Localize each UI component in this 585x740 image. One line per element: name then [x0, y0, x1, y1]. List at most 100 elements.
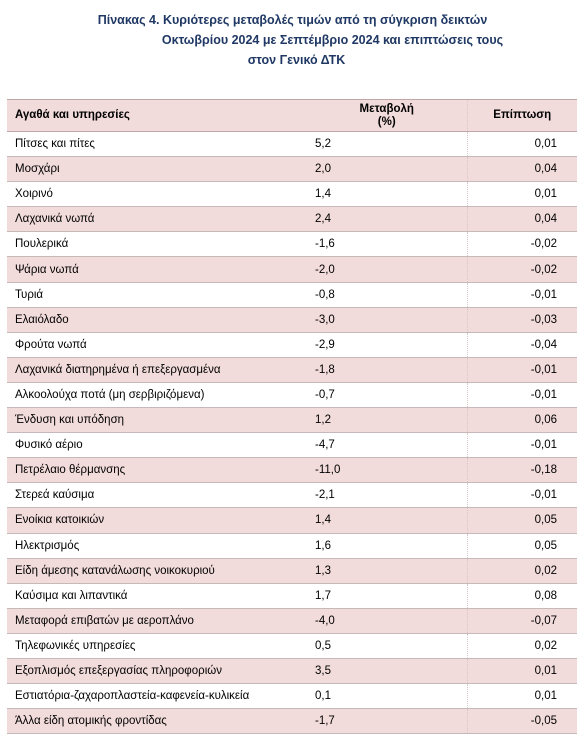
cell-item: Πετρέλαιο θέρμανσης — [7, 457, 307, 484]
cell-item: Αλκοολούχα ποτά (μη σερβιριζόμενα) — [7, 382, 307, 409]
table-row: Λαχανικά νωπά 2,4 0,04 — [7, 206, 577, 233]
cell-item: Πίτσες και πίτες — [7, 131, 307, 158]
cell-impact: 0,04 — [467, 156, 577, 183]
cell-impact: 0,05 — [467, 533, 577, 559]
cell-change: 5,2 — [307, 131, 468, 158]
cell-item: Φυσικό αέριο — [7, 432, 307, 459]
cell-item: Ενοίκια κατοικιών — [7, 507, 307, 534]
cell-impact: 0,01 — [467, 181, 577, 208]
table-row: Εξοπλισμός επεξεργασίας πληροφοριών 3,5 0,… — [7, 658, 577, 685]
header-change-unit: (%) — [377, 115, 396, 128]
cell-change: 2,4 — [307, 206, 468, 233]
cell-impact: -0,01 — [467, 482, 577, 509]
cell-impact: 0,08 — [467, 583, 577, 609]
cell-impact: 0,02 — [467, 558, 577, 584]
cell-change: 1,2 — [307, 407, 468, 434]
cell-change: 1,4 — [307, 181, 468, 208]
cell-impact: -0,04 — [467, 332, 577, 358]
cell-impact: -0,02 — [467, 256, 577, 283]
cell-change: -0,8 — [307, 282, 468, 308]
cell-item: Πουλερικά — [7, 231, 307, 258]
cell-item: Εξοπλισμός επεξεργασίας πληροφοριών — [7, 658, 307, 685]
cell-item: Ελαιόλαδο — [7, 307, 307, 333]
cell-item: Εστιατόρια-ζαχαροπλαστεία-καφενεία-κυλικ… — [7, 683, 307, 710]
cell-impact: 0,01 — [467, 683, 577, 710]
cell-change: -4,0 — [307, 608, 468, 634]
cell-item: Ψάρια νωπά — [7, 256, 307, 283]
table-row: Πίτσες και πίτες 5,2 0,01 — [7, 131, 577, 158]
cell-change: -11,0 — [307, 457, 468, 484]
cell-item: Λαχανικά νωπά — [7, 206, 307, 233]
header-change-label: Μεταβολή — [359, 102, 414, 115]
table-title: Πίνακας 4. Κυριότερες μεταβολές τιμών απ… — [0, 10, 585, 70]
table-row: Φυσικό αέριο -4,7 -0,01 — [7, 432, 577, 459]
cell-item: Τηλεφωνικές υπηρεσίες — [7, 633, 307, 659]
cell-change: -1,8 — [307, 357, 468, 383]
table-body: Πίτσες και πίτες 5,2 0,01 Μοσχάρι 2,0 0,04 Χοι… — [7, 131, 577, 735]
cell-change: 0,5 — [307, 633, 468, 659]
table-row: Μοσχάρι 2,0 0,04 — [7, 156, 577, 183]
cell-item: Μοσχάρι — [7, 156, 307, 183]
cell-change: -2,9 — [307, 332, 468, 358]
cell-change: 2,0 — [307, 156, 468, 183]
cell-impact: 0,06 — [467, 407, 577, 434]
table-row: Ηλεκτρισμός 1,6 0,05 — [7, 533, 577, 559]
table-row: Είδη άμεσης κατανάλωσης νοικοκυριού 1,3 0,… — [7, 558, 577, 584]
cell-change: -1,6 — [307, 231, 468, 258]
cell-item: Ένδυση και υπόδηση — [7, 407, 307, 434]
cell-item: Χοιρινό — [7, 181, 307, 208]
cell-change: 0,1 — [307, 683, 468, 710]
table-row: Καύσιμα και λιπαντικά 1,7 0,08 — [7, 583, 577, 609]
cell-change: -4,7 — [307, 432, 468, 459]
cell-impact: 0,04 — [467, 206, 577, 233]
cell-change: 1,6 — [307, 533, 468, 559]
cell-item: Λαχανικά διατηρημένα ή επεξεργασμένα — [7, 357, 307, 383]
cell-change: 1,7 — [307, 583, 468, 609]
table-row: Μεταφορά επιβατών με αεροπλάνο -4,0 -0,07 — [7, 608, 577, 634]
cell-change: -2,0 — [307, 256, 468, 283]
table-row: Τυριά -0,8 -0,01 — [7, 282, 577, 308]
table-row: Λαχανικά διατηρημένα ή επεξεργασμένα -1,8… — [7, 357, 577, 383]
cell-impact: 0,05 — [467, 507, 577, 534]
cell-item: Στερεά καύσιμα — [7, 482, 307, 509]
cell-item: Φρούτα νωπά — [7, 332, 307, 358]
cell-impact: -0,01 — [467, 432, 577, 459]
cell-item: Ηλεκτρισμός — [7, 533, 307, 559]
cell-impact: 0,02 — [467, 633, 577, 659]
cell-impact: -0,07 — [467, 608, 577, 634]
cell-impact: -0,01 — [467, 382, 577, 409]
cell-impact: -0,05 — [467, 708, 577, 735]
table-header-row: Αγαθά και υπηρεσίες Μεταβολή (%) Επίπτωσ… — [7, 99, 577, 132]
cell-change: -2,1 — [307, 482, 468, 509]
table-row: Στερεά καύσιμα -2,1 -0,01 — [7, 482, 577, 509]
header-goods-services: Αγαθά και υπηρεσίες — [7, 99, 307, 132]
table-row: Αλκοολούχα ποτά (μη σερβιριζόμενα) -0,7 -0… — [7, 382, 577, 409]
table-row: Ψάρια νωπά -2,0 -0,02 — [7, 256, 577, 283]
table-row: Πετρέλαιο θέρμανσης -11,0 -0,18 — [7, 457, 577, 484]
cell-change: -0,7 — [307, 382, 468, 409]
cell-impact: 0,01 — [467, 131, 577, 158]
cell-item: Είδη άμεσης κατανάλωσης νοικοκυριού — [7, 558, 307, 584]
cell-impact: -0,18 — [467, 457, 577, 484]
title-line-2: Οκτωβρίου 2024 με Σεπτέμβριο 2024 και επ… — [161, 33, 504, 47]
title-line-1: Πίνακας 4. Κυριότερες μεταβολές τιμών απ… — [97, 13, 488, 27]
cell-change: 3,5 — [307, 658, 468, 685]
cell-change: 1,4 — [307, 507, 468, 534]
cell-impact: -0,02 — [467, 231, 577, 258]
cell-impact: -0,01 — [467, 357, 577, 383]
cell-impact: 0,01 — [467, 658, 577, 685]
table-row: Φρούτα νωπά -2,9 -0,04 — [7, 332, 577, 358]
table-row: Ενοίκια κατοικιών 1,4 0,05 — [7, 507, 577, 534]
table-row: Πουλερικά -1,6 -0,02 — [7, 231, 577, 258]
cell-item: Καύσιμα και λιπαντικά — [7, 583, 307, 609]
table-row: Ελαιόλαδο -3,0 -0,03 — [7, 307, 577, 333]
cell-change: -3,0 — [307, 307, 468, 333]
cell-item: Άλλα είδη ατομικής φροντίδας — [7, 708, 307, 735]
table-row: Χοιρινό 1,4 0,01 — [7, 181, 577, 208]
header-change: Μεταβολή (%) — [307, 99, 468, 132]
table-row: Ένδυση και υπόδηση 1,2 0,06 — [7, 407, 577, 434]
price-changes-table: Αγαθά και υπηρεσίες Μεταβολή (%) Επίπτωσ… — [7, 99, 577, 735]
cell-change: 1,3 — [307, 558, 468, 584]
table-row: Άλλα είδη ατομικής φροντίδας -1,7 -0,05 — [7, 708, 577, 735]
cell-impact: -0,01 — [467, 282, 577, 308]
